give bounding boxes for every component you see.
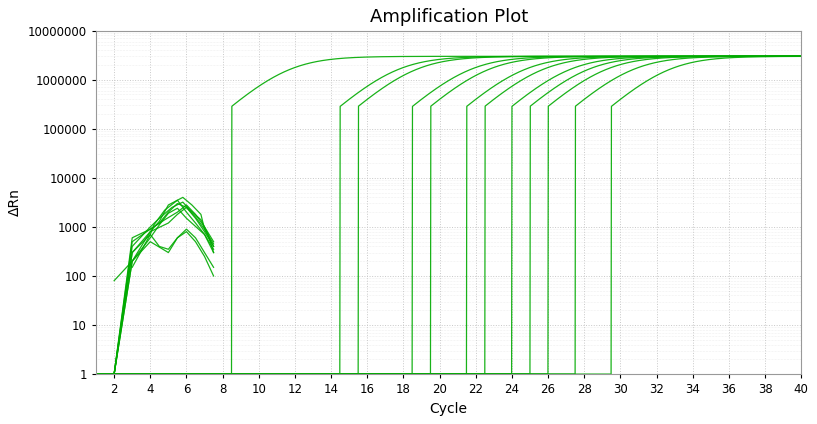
- Title: Amplification Plot: Amplification Plot: [369, 8, 528, 26]
- X-axis label: Cycle: Cycle: [430, 402, 467, 416]
- Y-axis label: ΔRn: ΔRn: [8, 188, 22, 216]
